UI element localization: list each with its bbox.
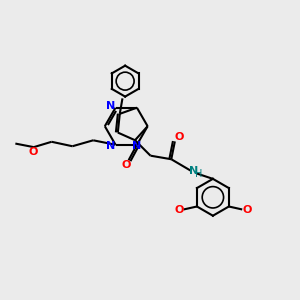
Text: N: N bbox=[106, 141, 115, 151]
Text: N: N bbox=[189, 166, 199, 176]
Text: O: O bbox=[28, 147, 38, 157]
Text: O: O bbox=[242, 205, 252, 215]
Text: O: O bbox=[174, 132, 184, 142]
Text: N: N bbox=[132, 141, 141, 151]
Text: O: O bbox=[174, 205, 184, 215]
Text: N: N bbox=[106, 101, 115, 111]
Text: O: O bbox=[122, 160, 131, 170]
Text: H: H bbox=[195, 169, 202, 178]
